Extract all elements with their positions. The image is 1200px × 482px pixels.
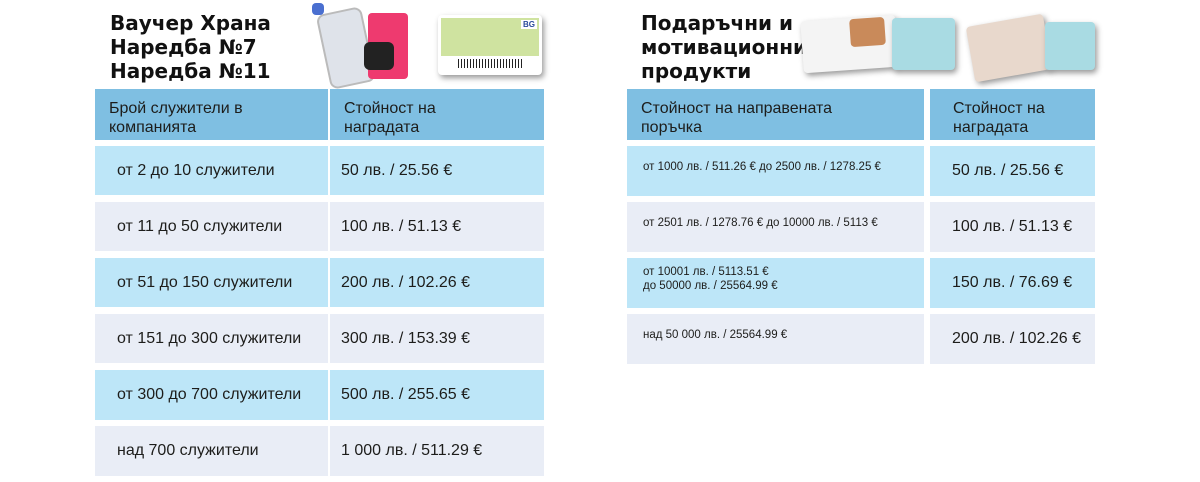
table-row-reward: 200 лв. / 102.26 € — [330, 258, 544, 307]
paper-voucher-image: BG — [438, 15, 542, 75]
table-row-employees: от 2 до 10 служители — [95, 146, 328, 195]
table-row-employees: от 11 до 50 служители — [95, 202, 328, 251]
table-row-reward: 500 лв. / 255.65 € — [330, 370, 544, 420]
table-row-order-value: от 1000 лв. / 511.26 € до 2500 лв. / 127… — [627, 146, 924, 196]
table-row-reward: 100 лв. / 51.13 € — [930, 202, 1095, 252]
table-row-employees: от 151 до 300 служители — [95, 314, 328, 363]
header-order-value: Стойност на направената поръчка — [627, 89, 924, 140]
table-row-employees: над 700 служители — [95, 426, 328, 476]
header-employees: Брой служители в компанията — [95, 89, 328, 140]
table-row-reward: 150 лв. / 76.69 € — [930, 258, 1095, 308]
food-voucher-title: Ваучер Храна Наредба №7 Наредба №11 — [110, 11, 271, 83]
table-row-order-value: от 2501 лв. / 1278.76 € до 10000 лв. / 5… — [627, 202, 924, 252]
table-row-reward: 300 лв. / 153.39 € — [330, 314, 544, 363]
table-row-reward: 50 лв. / 25.56 € — [330, 146, 544, 195]
table-row-reward: 100 лв. / 51.13 € — [330, 202, 544, 251]
gift-products-title: Подаръчни и мотивационни продукти — [641, 11, 808, 83]
table-row-employees: от 51 до 150 служители — [95, 258, 328, 307]
table-row-reward: 1 000 лв. / 511.29 € — [330, 426, 544, 476]
header-reward: Стойност на наградата — [330, 89, 544, 140]
table-row-reward: 200 лв. / 102.26 € — [930, 314, 1095, 364]
header-reward: Стойност на наградата — [930, 89, 1095, 140]
voucher-badge: BG — [521, 20, 537, 29]
table-row-order-value: над 50 000 лв. / 25564.99 € — [627, 314, 924, 364]
table-row-employees: от 300 до 700 служители — [95, 370, 328, 420]
table-row-reward: 50 лв. / 25.56 € — [930, 146, 1095, 196]
table-row-order-value: от 10001 лв. / 5113.51 € до 50000 лв. / … — [627, 258, 924, 308]
